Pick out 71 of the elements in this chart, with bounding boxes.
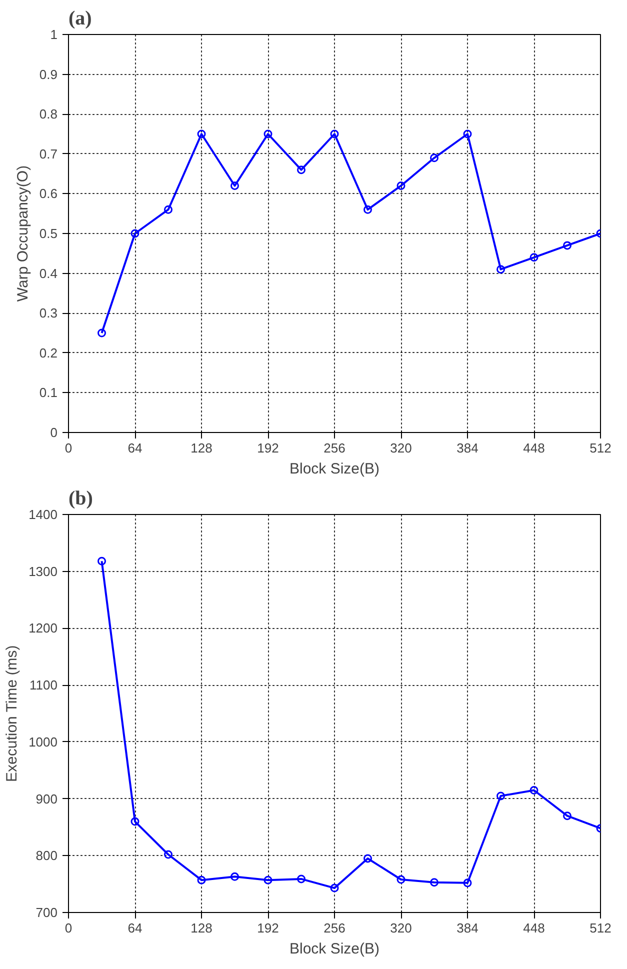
point — [364, 854, 372, 863]
y-axis-title: Execution Time (ms) — [4, 645, 21, 782]
y-tick-label: 0.1 — [39, 385, 58, 400]
y-tick-label: 1100 — [30, 678, 58, 693]
point — [563, 241, 572, 250]
point — [197, 876, 206, 884]
y-tick-label: 0.9 — [39, 66, 58, 82]
chart-title: (b) — [68, 488, 93, 510]
y-tick-label: 0.3 — [39, 306, 58, 321]
y-tick-label: 0.4 — [39, 266, 58, 281]
point — [130, 229, 140, 238]
point — [297, 166, 306, 174]
x-tick-label: 512 — [590, 440, 612, 456]
y-tick-label: 0.6 — [39, 186, 58, 202]
x-tick-label: 0 — [64, 440, 72, 456]
y-axis-title: Warp Occupancy(O) — [14, 165, 32, 302]
x-tick-label: 0 — [64, 920, 72, 936]
y-tick-label: 0.8 — [39, 106, 58, 122]
point — [496, 792, 505, 800]
y-tick-label: 1 — [50, 27, 58, 42]
point — [530, 786, 538, 794]
point — [264, 130, 272, 138]
y-tick-label: 0 — [50, 425, 58, 440]
y-tick-label: 1400 — [28, 507, 58, 522]
y-tick-label: 0.2 — [39, 345, 58, 360]
point — [496, 265, 505, 274]
y-tick-label: 800 — [36, 848, 58, 864]
y-tick-label: 1200 — [28, 620, 58, 636]
point — [364, 205, 372, 214]
x-tick-label: 448 — [523, 920, 545, 936]
point — [230, 872, 239, 881]
x-tick-label: 192 — [257, 920, 279, 936]
x-tick-label: 320 — [390, 440, 412, 456]
x-tick-label: 64 — [128, 920, 142, 936]
x-tick-label: 128 — [190, 440, 212, 456]
point — [530, 253, 538, 262]
point — [297, 874, 306, 884]
x-tick-label: 192 — [257, 440, 279, 456]
y-tick-label: 0.5 — [39, 226, 58, 241]
point — [264, 876, 272, 884]
x-tick-label: 64 — [128, 440, 142, 456]
x-tick-label: 256 — [324, 440, 346, 456]
chart-title: (a) — [68, 8, 92, 30]
y-tick-label: 0.7 — [39, 146, 58, 162]
x-tick-label: 512 — [590, 920, 612, 936]
point — [463, 130, 472, 138]
x-tick-label: 384 — [456, 440, 478, 456]
point — [330, 130, 339, 138]
point — [430, 878, 438, 887]
y-tick-label: 900 — [36, 791, 58, 806]
point — [230, 181, 239, 190]
x-tick-label: 256 — [324, 920, 346, 936]
point — [430, 154, 438, 162]
x-axis-title: Block Size(B) — [289, 460, 380, 478]
point — [130, 817, 140, 826]
y-tick-label: 700 — [36, 905, 58, 920]
point — [164, 850, 172, 859]
point — [563, 812, 572, 820]
point — [197, 130, 206, 138]
point — [396, 875, 406, 884]
x-tick-label: 128 — [190, 920, 212, 936]
x-axis-title: Block Size(B) — [289, 940, 380, 958]
point — [164, 205, 172, 214]
y-tick-label: 1000 — [28, 734, 58, 750]
point — [463, 878, 472, 888]
x-tick-label: 320 — [390, 920, 412, 936]
point — [396, 181, 406, 190]
y-tick-label: 1300 — [28, 564, 58, 579]
point — [330, 884, 339, 892]
x-tick-label: 384 — [456, 920, 478, 936]
x-tick-label: 448 — [523, 440, 545, 456]
